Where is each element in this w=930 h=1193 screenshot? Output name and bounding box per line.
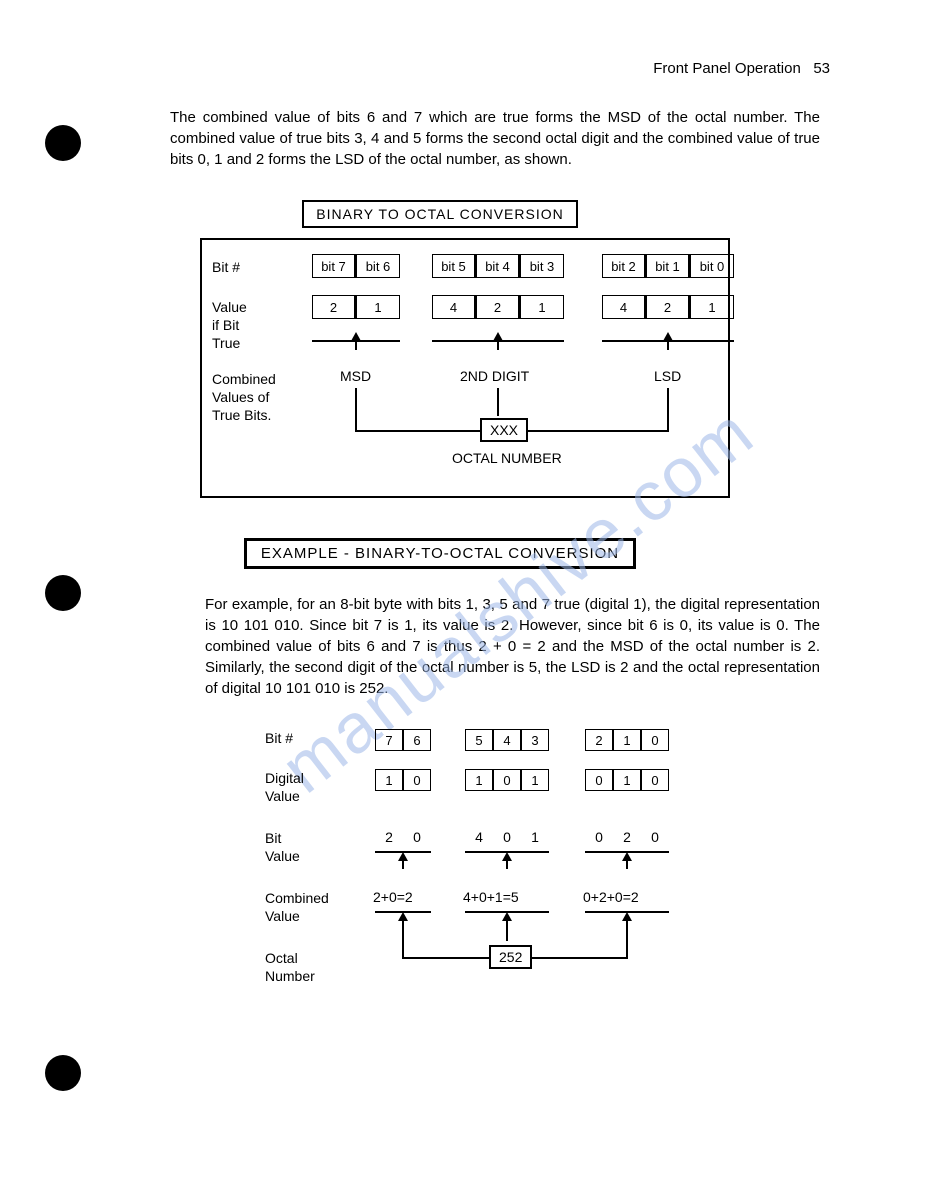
example-diagram: Bit # Digital Value Bit Value Combined V… <box>265 729 840 1009</box>
bit-cell: bit 2 <box>602 254 646 278</box>
digital-group: 1 0 1 <box>465 769 549 791</box>
intro-paragraph: The combined value of bits 6 and 7 which… <box>170 107 820 170</box>
label-combined: Combined Values of True Bits. <box>212 370 276 425</box>
result-label: OCTAL NUMBER <box>452 450 562 466</box>
header-page-num: 53 <box>813 60 830 77</box>
connector <box>497 340 499 350</box>
digital-cell: 0 <box>641 769 669 791</box>
digital-cell: 1 <box>375 769 403 791</box>
digital-cell: 0 <box>493 769 521 791</box>
bit-cell: 7 <box>375 729 403 751</box>
bitval-cell: 1 <box>521 829 549 845</box>
val-cell: 4 <box>432 295 476 319</box>
combined-value: 2+0=2 <box>373 889 413 905</box>
connector <box>506 859 508 869</box>
label-digital: Digital Value <box>265 769 304 805</box>
digit-tag: MSD <box>340 368 371 384</box>
bit-cell: bit 7 <box>312 254 356 278</box>
combined-value: 0+2+0=2 <box>583 889 639 905</box>
bit-cell: 3 <box>521 729 549 751</box>
bit-cell: 0 <box>641 729 669 751</box>
label-octal: Octal Number <box>265 949 315 985</box>
val-cell: 2 <box>312 295 356 319</box>
bit-cell: bit 3 <box>520 254 564 278</box>
octal-result: 252 <box>489 945 532 969</box>
bit-group: 7 6 <box>375 729 431 751</box>
digital-cell: 1 <box>521 769 549 791</box>
digital-cell: 0 <box>585 769 613 791</box>
margin-bullet <box>45 1055 81 1091</box>
margin-bullet <box>45 125 81 161</box>
val-cell: 2 <box>476 295 520 319</box>
bit-cell: 4 <box>493 729 521 751</box>
val-cell: 1 <box>690 295 734 319</box>
bit-group: 5 4 3 <box>465 729 549 751</box>
bit-group: bit 2 bit 1 bit 0 <box>602 254 734 278</box>
bitval-cell: 2 <box>375 829 403 845</box>
value-group: 4 2 1 <box>602 295 734 319</box>
connector <box>355 388 357 430</box>
bitval-group: 4 0 1 <box>465 829 549 845</box>
label-combined: Combined Value <box>265 889 329 925</box>
bitval-cell: 0 <box>403 829 431 845</box>
connector <box>506 919 508 941</box>
value-group: 2 1 <box>312 295 400 319</box>
digital-cell: 1 <box>613 769 641 791</box>
bit-cell: 6 <box>403 729 431 751</box>
connector <box>355 340 357 350</box>
digital-group: 0 1 0 <box>585 769 669 791</box>
label-bit: Bit # <box>265 729 293 747</box>
digit-tag: 2ND DIGIT <box>460 368 529 384</box>
bit-group: 2 1 0 <box>585 729 669 751</box>
bitval-cell: 2 <box>613 829 641 845</box>
example-paragraph: For example, for an 8-bit byte with bits… <box>205 594 820 699</box>
val-cell: 4 <box>602 295 646 319</box>
bitval-cell: 0 <box>493 829 521 845</box>
bit-group: bit 7 bit 6 <box>312 254 400 278</box>
digit-tag: LSD <box>654 368 681 384</box>
header-section: Front Panel Operation <box>653 60 801 77</box>
connector <box>626 859 628 869</box>
bitval-cell: 0 <box>585 829 613 845</box>
page: Front Panel Operation 53 The combined va… <box>0 0 930 1049</box>
connector <box>402 919 404 957</box>
bit-cell: bit 6 <box>356 254 400 278</box>
bit-cell: bit 1 <box>646 254 690 278</box>
connector <box>667 340 669 350</box>
diagram1-title-wrap: BINARY TO OCTAL CONVERSION <box>40 200 840 228</box>
bitval-cell: 0 <box>641 829 669 845</box>
bit-cell: bit 5 <box>432 254 476 278</box>
label-bitval: Bit Value <box>265 829 300 865</box>
bit-cell: bit 4 <box>476 254 520 278</box>
val-cell: 2 <box>646 295 690 319</box>
bit-cell: 1 <box>613 729 641 751</box>
label-bit: Bit # <box>212 258 240 276</box>
digital-cell: 1 <box>465 769 493 791</box>
connector <box>497 388 499 416</box>
combined-value: 4+0+1=5 <box>463 889 519 905</box>
binary-to-octal-diagram: Bit # Value if Bit True Combined Values … <box>200 238 730 498</box>
val-cell: 1 <box>520 295 564 319</box>
val-cell: 1 <box>356 295 400 319</box>
bit-cell: 5 <box>465 729 493 751</box>
diagram1-title: BINARY TO OCTAL CONVERSION <box>302 200 577 228</box>
result-placeholder: XXX <box>480 418 528 442</box>
bitval-cell: 4 <box>465 829 493 845</box>
example-title: EXAMPLE - BINARY-TO-OCTAL CONVERSION <box>244 538 636 569</box>
bit-cell: bit 0 <box>690 254 734 278</box>
margin-bullet <box>45 575 81 611</box>
value-group: 4 2 1 <box>432 295 564 319</box>
bitval-group: 2 0 <box>375 829 431 845</box>
digital-cell: 0 <box>403 769 431 791</box>
bit-group: bit 5 bit 4 bit 3 <box>432 254 564 278</box>
example-title-wrap: EXAMPLE - BINARY-TO-OCTAL CONVERSION <box>40 538 840 569</box>
connector <box>667 388 669 430</box>
bit-cell: 2 <box>585 729 613 751</box>
digital-group: 1 0 <box>375 769 431 791</box>
page-header: Front Panel Operation 53 <box>40 60 830 77</box>
bitval-group: 0 2 0 <box>585 829 669 845</box>
connector <box>402 859 404 869</box>
label-value: Value if Bit True <box>212 298 247 353</box>
connector <box>626 919 628 957</box>
